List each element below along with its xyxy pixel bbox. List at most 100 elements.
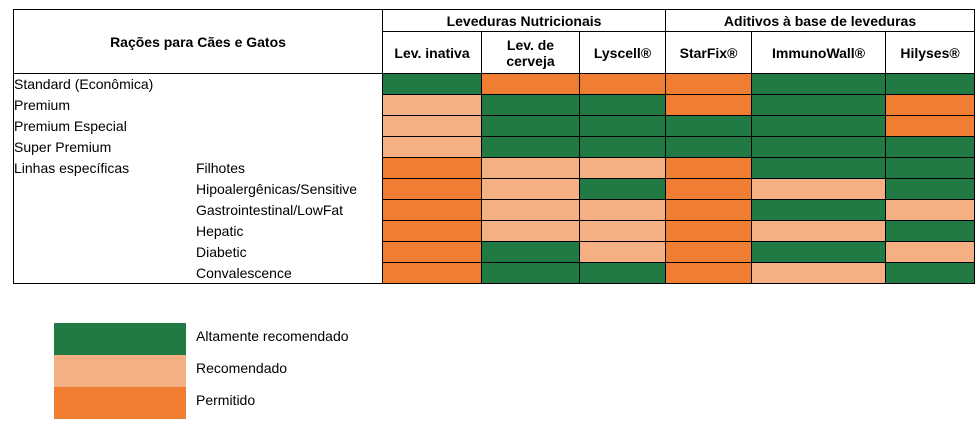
cell-permitted [382, 157, 482, 179]
cell-recommended [382, 136, 482, 158]
row-label: Convalescence [13, 262, 383, 284]
cell-recommended [481, 199, 580, 221]
row-label: Premium [13, 94, 383, 116]
matrix-body: Standard (Econômica) Premium Premium Espec… [13, 73, 976, 284]
cell-highly-recommended [751, 199, 887, 221]
cell-recommended [578, 199, 667, 221]
cell-recommended [481, 178, 580, 200]
cell-highly-recommended [751, 136, 887, 158]
cell-recommended [578, 241, 667, 263]
cell-highly-recommended [885, 73, 976, 95]
cell-highly-recommended [885, 178, 976, 200]
legend-swatch-permitted [54, 387, 186, 419]
cell-highly-recommended [481, 136, 580, 158]
row-label: Hepatic [13, 220, 383, 242]
cell-permitted [665, 73, 753, 95]
cell-permitted [382, 178, 482, 200]
cell-recommended [481, 157, 580, 179]
cell-highly-recommended [481, 94, 580, 116]
row-category: Premium Especial [14, 118, 127, 134]
cell-permitted [665, 199, 753, 221]
group-header-yeast-additives: Aditivos à base de leveduras [665, 9, 976, 32]
cell-permitted [665, 157, 753, 179]
table-title: Rações para Cães e Gatos [13, 9, 383, 74]
cell-highly-recommended [578, 262, 667, 284]
table-row: Diabetic [13, 241, 976, 263]
row-subcategory: Hepatic [196, 222, 244, 239]
row-label: Standard (Econômica) [13, 73, 383, 95]
table-row: Convalescence [13, 262, 976, 284]
cell-permitted [578, 73, 667, 95]
cell-permitted [481, 73, 580, 95]
cell-highly-recommended [578, 94, 667, 116]
row-category: Super Premium [14, 139, 112, 155]
cell-permitted [382, 199, 482, 221]
cell-highly-recommended [665, 136, 753, 158]
row-subcategory: Diabetic [196, 243, 247, 260]
cell-highly-recommended [751, 241, 887, 263]
cell-highly-recommended [481, 262, 580, 284]
legend-swatch-recommended [54, 355, 186, 387]
table-row: Super Premium [13, 136, 976, 158]
cell-recommended [481, 220, 580, 242]
cell-permitted [885, 94, 976, 116]
cell-highly-recommended [885, 136, 976, 158]
cell-recommended [751, 262, 887, 284]
cell-permitted [665, 241, 753, 263]
row-subcategory: Convalescence [196, 264, 292, 281]
legend-swatch-highly-recommended [54, 323, 186, 355]
cell-permitted [665, 262, 753, 284]
table-row: Hipoalergênicas/Sensitive [13, 178, 976, 200]
row-label: Diabetic [13, 241, 383, 263]
cell-recommended [578, 157, 667, 179]
recommendation-matrix: Rações para Cães e Gatos Leveduras Nutri… [13, 9, 976, 284]
cell-highly-recommended [481, 241, 580, 263]
cell-highly-recommended [578, 178, 667, 200]
cell-highly-recommended [885, 157, 976, 179]
cell-recommended [751, 178, 887, 200]
group-header-nutritional-yeasts: Leveduras Nutricionais [381, 9, 667, 32]
cell-highly-recommended [578, 136, 667, 158]
cell-highly-recommended [382, 73, 482, 95]
row-label: Linhas específicas Filhotes [13, 157, 383, 179]
cell-highly-recommended [751, 115, 887, 137]
legend-label: Recomendado [196, 360, 288, 376]
cell-highly-recommended [578, 115, 667, 137]
cell-permitted [382, 241, 482, 263]
row-subcategory: Gastrointestinal/LowFat [196, 201, 344, 218]
column-header-hilyses: Hilyses® [885, 31, 976, 74]
row-label: Super Premium [13, 136, 383, 158]
cell-highly-recommended [751, 73, 887, 95]
table-row: Gastrointestinal/LowFat [13, 199, 976, 221]
table-row: Linhas específicas Filhotes [13, 157, 976, 179]
cell-recommended [885, 199, 976, 221]
table-row: Hepatic [13, 220, 976, 242]
table-row: Premium [13, 94, 976, 116]
column-header-starfix: StarFix® [665, 31, 753, 74]
cell-recommended [751, 220, 887, 242]
cell-permitted [665, 220, 753, 242]
cell-highly-recommended [751, 157, 887, 179]
column-header-lev-cerveja: Lev. de cerveja [481, 31, 580, 74]
row-subcategory: Hipoalergênicas/Sensitive [196, 180, 358, 197]
cell-permitted [382, 220, 482, 242]
row-label: Premium Especial [13, 115, 383, 137]
cell-highly-recommended [481, 115, 580, 137]
row-label: Gastrointestinal/LowFat [13, 199, 383, 221]
table-row: Premium Especial [13, 115, 976, 137]
column-header-immunowall: ImmunoWall® [751, 31, 887, 74]
row-category: Standard (Econômica) [14, 76, 154, 93]
cell-recommended [382, 115, 482, 137]
cell-highly-recommended [665, 115, 753, 137]
cell-permitted [665, 94, 753, 116]
legend-label: Permitido [196, 392, 256, 408]
column-header-lev-inativa: Lev. inativa [382, 31, 482, 74]
row-category: Premium [14, 97, 71, 113]
cell-highly-recommended [885, 262, 976, 284]
cell-permitted [665, 178, 753, 200]
cell-recommended [578, 220, 667, 242]
cell-recommended [885, 241, 976, 263]
cell-highly-recommended [885, 220, 976, 242]
row-category: Linhas específicas [14, 160, 130, 176]
cell-recommended [382, 94, 482, 116]
